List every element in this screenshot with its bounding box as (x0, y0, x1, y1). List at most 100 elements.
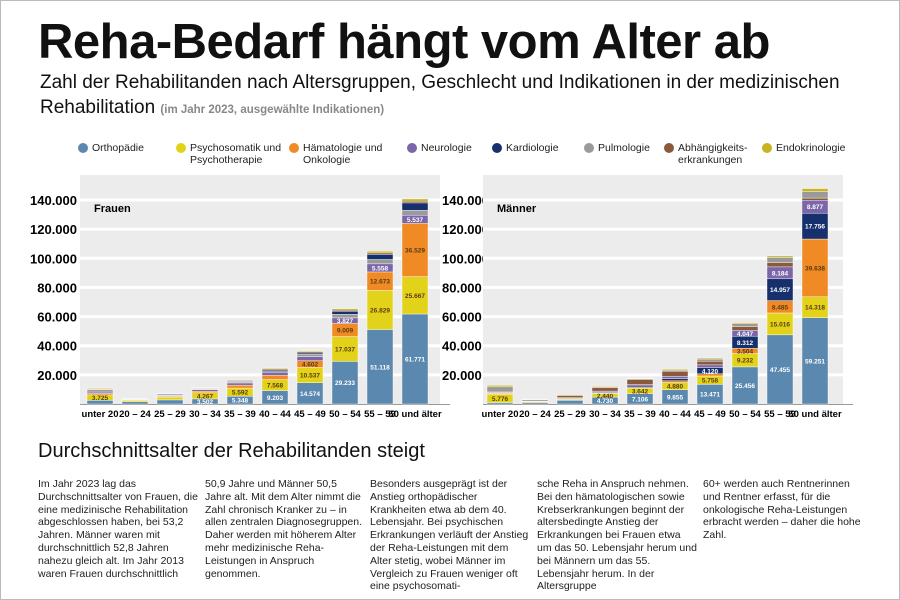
data-label: 9.232 (737, 358, 754, 365)
data-label: 14.574 (300, 391, 320, 398)
bar-segment (696, 361, 724, 366)
bar-segment (366, 252, 394, 255)
bar-segment (661, 376, 689, 379)
x-tick-label: 30 – 34 (589, 409, 621, 420)
bar-segment (696, 357, 724, 360)
bar-segment (556, 394, 584, 396)
data-label: 17.756 (805, 224, 825, 231)
bar-segment (661, 378, 689, 381)
bar-segment (191, 389, 219, 392)
legend-label: Endokrinologie (776, 142, 846, 154)
bar-segment (401, 200, 429, 204)
bar-segment (156, 399, 184, 405)
legend-swatch-icon (78, 143, 88, 153)
data-label: 5.537 (407, 217, 424, 224)
bar-segment (401, 313, 429, 405)
x-tick-label: 25 – 29 (154, 409, 186, 420)
data-label: 10.537 (300, 373, 320, 380)
section-title: Durchschnittsalter der Rehabilitanden st… (38, 440, 425, 462)
legend-item: Orthopädie (78, 142, 192, 154)
bar-segment (556, 395, 584, 398)
bar-segment (486, 386, 514, 393)
bar-segment (521, 402, 549, 405)
bar-segment (331, 336, 359, 362)
legend-swatch-icon (492, 143, 502, 153)
data-label: 17.037 (335, 346, 355, 353)
bar-segment (801, 317, 829, 405)
legend-label: Abhängigkeits-erkrankungen (678, 142, 748, 166)
bar-segment (156, 396, 184, 401)
y-tick-label: 80.000 (37, 280, 77, 295)
data-label: 29.233 (335, 380, 355, 387)
bar-segment (731, 366, 759, 405)
bar-segment (86, 389, 114, 393)
x-tick-label: 50 – 54 (729, 409, 761, 420)
legend-swatch-icon (289, 143, 299, 153)
bar-segment (661, 369, 689, 371)
data-label: 14.318 (805, 305, 825, 312)
legend-swatch-icon (407, 143, 417, 153)
subtitle-note: (im Jahr 2023, ausgewählte Indikationen) (160, 104, 385, 116)
y-tick-label: 60.000 (442, 310, 482, 325)
bar-segment (261, 367, 289, 369)
legend-item: Abhängigkeits-erkrankungen (664, 142, 778, 166)
data-label: 39.638 (805, 265, 825, 272)
legend-item: Endokrinologie (762, 142, 876, 154)
y-tick-label: 60.000 (37, 310, 77, 325)
y-tick-label: 40.000 (442, 339, 482, 354)
data-label: 61.771 (405, 356, 425, 363)
x-tick-label: 60 und älter (388, 409, 442, 420)
x-tick-label: 45 – 49 (694, 409, 726, 420)
x-tick-label: 30 – 34 (189, 409, 221, 420)
data-label: 15.016 (770, 321, 790, 328)
bar-segment (766, 334, 794, 405)
data-label: 7.568 (267, 383, 284, 390)
bar-segment (86, 391, 114, 394)
legend-label: Kardiologie (506, 142, 559, 154)
y-tick-label: 140.000 (30, 193, 77, 208)
data-label: 4.730 (597, 398, 614, 405)
bar-segment (731, 323, 759, 327)
subtitle-text: Zahl der Rehabilitanden nach Altersgrupp… (40, 72, 840, 118)
bar-segment (626, 384, 654, 387)
bar-segment (401, 223, 429, 277)
bar-segment (731, 326, 759, 331)
y-tick-label: 100.000 (442, 251, 489, 266)
bar-segment (226, 384, 254, 389)
data-label: 36.529 (405, 247, 425, 254)
y-tick-label: 20.000 (442, 368, 482, 383)
data-label: 12.673 (370, 279, 390, 286)
bar-segment (261, 374, 289, 380)
x-tick-label: 55 – 59 (364, 409, 396, 420)
data-label: 9.203 (267, 395, 284, 402)
data-label: 8.877 (807, 204, 824, 211)
data-label: 9.009 (337, 328, 354, 335)
bar-segment (731, 322, 759, 324)
x-tick-label: unter 20 (482, 409, 519, 420)
data-label: 2.440 (597, 393, 614, 400)
x-tick-label: 40 – 44 (259, 409, 291, 420)
bar-segment (766, 257, 794, 263)
legend-swatch-icon (762, 143, 772, 153)
data-label: 59.251 (805, 358, 825, 365)
bar-segment (331, 308, 359, 311)
x-tick-label: 50 – 54 (329, 409, 361, 420)
bar-segment (766, 262, 794, 268)
bar-segment (296, 352, 324, 355)
text-column-5: 60+ werden auch Rentnerinnen und Rentner… (703, 478, 861, 542)
legend-item: Neurologie (407, 142, 521, 154)
legend-label: Pulmologie (598, 142, 650, 154)
data-label: 4.880 (667, 384, 684, 391)
legend-label: Neurologie (421, 142, 472, 154)
data-label: 3.725 (92, 395, 109, 402)
text-column-3: Besonders ausgeprägt ist der Anstieg ort… (370, 478, 529, 593)
legend-swatch-icon (176, 143, 186, 153)
y-tick-label: 100.000 (30, 251, 77, 266)
text-column-4: sche Reha in Anspruch nehmen. Bei den hä… (537, 478, 697, 593)
data-label: 3.504 (737, 348, 754, 355)
legend-label: Hämatologie und Onkologie (303, 142, 383, 166)
panel-title: Frauen (94, 203, 131, 215)
data-label: 47.455 (770, 367, 790, 374)
data-label: 5.348 (232, 398, 249, 405)
legend-item: Kardiologie (492, 142, 606, 154)
